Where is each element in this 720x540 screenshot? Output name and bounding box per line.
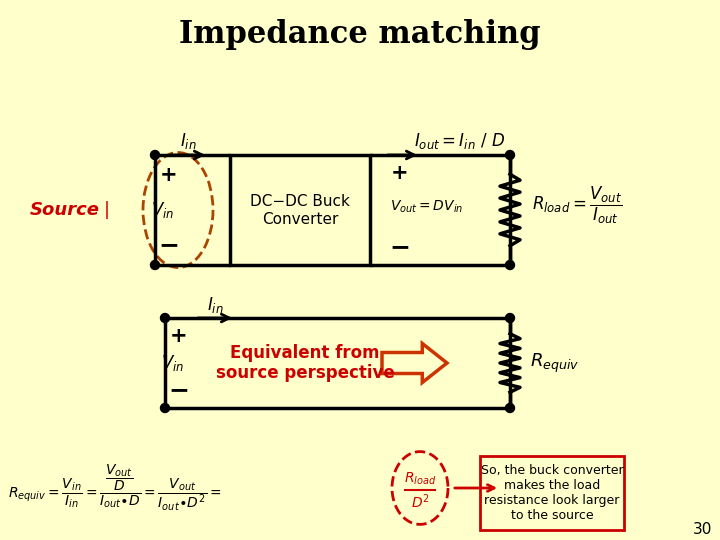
Text: $I_{out} = I_{in}\ /\ D$: $I_{out} = I_{in}\ /\ D$ [415,131,505,151]
Circle shape [161,403,169,413]
FancyBboxPatch shape [230,155,370,265]
Circle shape [505,260,515,269]
Text: $R_{load}$: $R_{load}$ [404,471,436,487]
Polygon shape [382,343,447,382]
Circle shape [150,260,160,269]
Text: $V_{out} = DV_{in}$: $V_{out} = DV_{in}$ [390,199,463,215]
Text: So, the buck converter
makes the load
resistance look larger
to the source: So, the buck converter makes the load re… [481,464,624,522]
Text: −: − [168,378,189,402]
Circle shape [505,314,515,322]
Text: +: + [391,163,409,183]
Text: $R_{load} = \dfrac{V_{out}}{I_{out}}$: $R_{load} = \dfrac{V_{out}}{I_{out}}$ [532,184,622,226]
Text: Source: Source [30,201,100,219]
Text: Impedance matching: Impedance matching [179,19,541,51]
Text: $I_{in}$: $I_{in}$ [180,131,197,151]
FancyBboxPatch shape [480,456,624,530]
Text: $I_{in}$: $I_{in}$ [207,295,223,315]
Text: −: − [390,235,410,259]
Circle shape [150,151,160,159]
Text: 30: 30 [693,523,712,537]
Circle shape [505,151,515,159]
Text: Converter: Converter [262,213,338,227]
Text: $V_{in}$: $V_{in}$ [151,200,174,220]
Text: $V_{in}$: $V_{in}$ [161,353,184,373]
Text: +: + [160,165,178,185]
Text: Equivalent from
source perspective: Equivalent from source perspective [215,343,395,382]
Text: DC−DC Buck: DC−DC Buck [250,194,350,210]
Text: $D^2$: $D^2$ [410,492,429,511]
Text: $R_{equiv} = \dfrac{V_{in}}{I_{in}} = \dfrac{\dfrac{V_{out}}{D}}{I_{out}{\bullet: $R_{equiv} = \dfrac{V_{in}}{I_{in}} = \d… [8,463,222,513]
Text: $R_{equiv}$: $R_{equiv}$ [530,352,580,375]
Text: −: − [158,233,179,257]
Circle shape [161,314,169,322]
Circle shape [505,403,515,413]
Text: +: + [170,326,188,346]
Text: |: | [104,201,110,219]
